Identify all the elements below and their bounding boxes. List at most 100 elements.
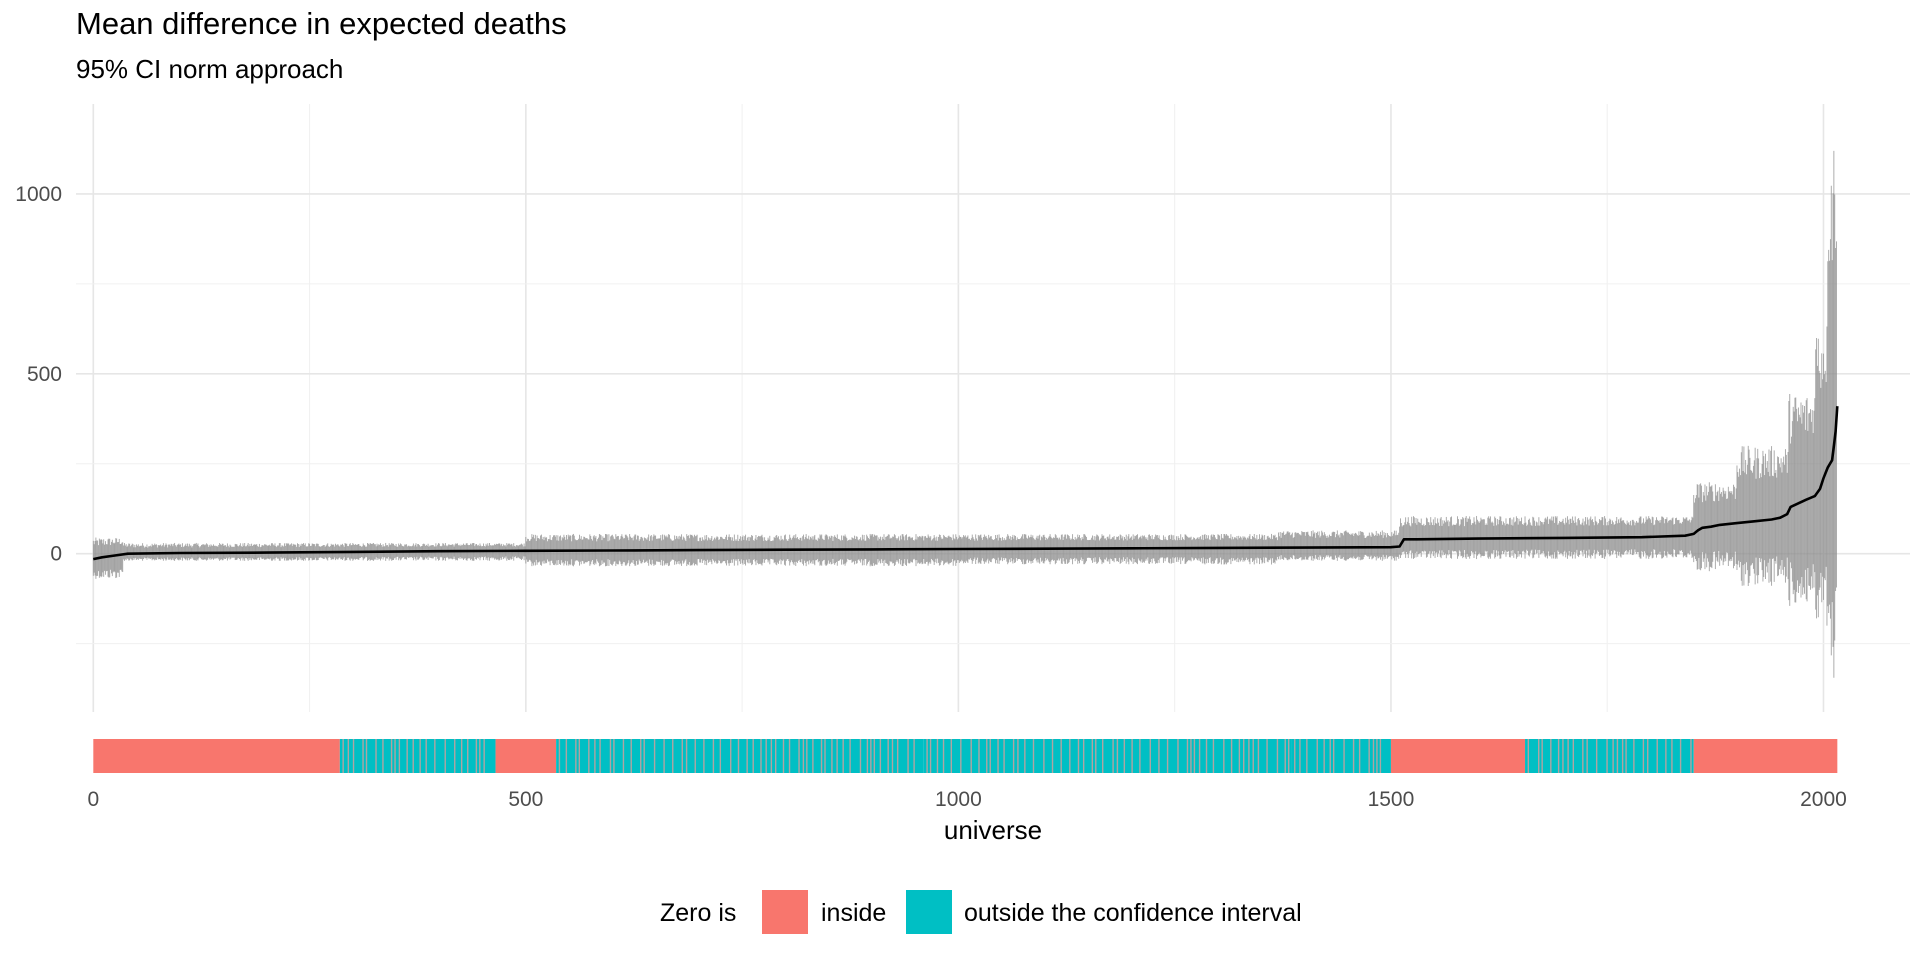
strip-mix-line — [1190, 739, 1192, 773]
strip-mix-line — [1043, 739, 1045, 773]
strip-mix-line — [950, 739, 953, 773]
strip-mix-line — [896, 739, 899, 773]
strip-mix-line — [798, 739, 800, 773]
strip-mix-line — [1572, 739, 1575, 773]
strip-mix-line — [681, 739, 683, 773]
strip-mix-line — [575, 739, 577, 773]
strip-mix-line — [907, 739, 909, 773]
strip-mix-line — [1287, 739, 1290, 773]
strip-mix-line — [774, 739, 777, 773]
strip-mix-line — [663, 739, 665, 773]
strip-mix-line — [1679, 739, 1682, 773]
strip-mix-line — [1205, 739, 1208, 773]
strip-mix-line — [1294, 739, 1296, 773]
strip-mix-line — [812, 739, 814, 773]
strip-segment — [495, 739, 557, 773]
zero-status-strip — [93, 739, 1838, 773]
strip-segment — [923, 739, 1292, 773]
strip-mix-line — [1212, 739, 1215, 773]
strip-mix-line — [765, 739, 767, 773]
strip-mix-line — [1550, 739, 1552, 773]
strip-mix-line — [870, 739, 872, 773]
strip-mix-line — [1238, 739, 1241, 773]
strip-mix-line — [879, 739, 882, 773]
strip-mix-line — [737, 739, 740, 773]
strip-mix-line — [752, 739, 754, 773]
strip-mix-line — [760, 739, 762, 773]
strip-mix-line — [1252, 739, 1254, 773]
strip-mix-line — [960, 739, 962, 773]
strip-mix-line — [1123, 739, 1126, 773]
strip-mix-line — [849, 739, 851, 773]
strip-mix-line — [390, 739, 393, 773]
strip-mix-line — [1112, 739, 1114, 773]
strip-mix-line — [1557, 739, 1560, 773]
strip-mix-line — [1582, 739, 1584, 773]
strip-mix-line — [1095, 739, 1097, 773]
strip-mix-line — [1541, 739, 1543, 773]
strip-mix-line — [375, 739, 377, 773]
strip-mix-line — [997, 739, 999, 773]
strip-mix-line — [479, 739, 481, 773]
strip-segment — [1291, 739, 1391, 773]
strip-mix-line — [398, 739, 401, 773]
y-tick-label: 0 — [50, 543, 62, 566]
strip-mix-line — [406, 739, 408, 773]
strip-mix-line — [609, 739, 612, 773]
strip-mix-line — [630, 739, 632, 773]
strip-segment — [339, 739, 496, 773]
strip-mix-line — [1276, 739, 1279, 773]
strip-mix-line — [820, 739, 823, 773]
strip-mix-line — [1116, 739, 1119, 773]
strip-mix-line — [362, 739, 364, 773]
strip-mix-line — [1567, 739, 1569, 773]
strip-mix-line — [1186, 739, 1189, 773]
legend-label-inside: inside — [821, 899, 886, 927]
strip-mix-line — [1012, 739, 1015, 773]
strip-mix-line — [788, 739, 791, 773]
strip-mix-line — [419, 739, 421, 773]
strip-mix-line — [1024, 739, 1026, 773]
strip-mix-line — [454, 739, 456, 773]
strip-mix-line — [1248, 739, 1250, 773]
strip-mix-line — [1642, 739, 1645, 773]
strip-mix-line — [1017, 739, 1019, 773]
strip-mix-line — [1665, 739, 1667, 773]
strip-mix-line — [1647, 739, 1649, 773]
axis-tick-labels: 0 500 1000 1500 2000 0 500 1000 — [15, 183, 1847, 811]
y-tick-label: 1000 — [15, 183, 62, 206]
strip-mix-line — [1051, 739, 1054, 773]
strip-mix-line — [394, 739, 396, 773]
strip-mix-line — [434, 739, 436, 773]
strip-mix-line — [694, 739, 696, 773]
strip-mix-line — [1316, 739, 1318, 773]
strip-segment — [1693, 739, 1838, 773]
strip-mix-line — [578, 739, 581, 773]
strip-mix-line — [622, 739, 625, 773]
strip-mix-line — [425, 739, 427, 773]
strip-mix-line — [1032, 739, 1035, 773]
strip-mix-line — [1332, 739, 1335, 773]
strip-mix-line — [824, 739, 826, 773]
x-tick-label: 1500 — [1368, 788, 1415, 811]
strip-mix-line — [1606, 739, 1608, 773]
strip-mix-line — [1595, 739, 1598, 773]
strip-mix-line — [1612, 739, 1614, 773]
strip-mix-line — [1003, 739, 1005, 773]
strip-mix-line — [613, 739, 615, 773]
strip-mix-line — [746, 739, 748, 773]
legend-key-outside — [906, 890, 952, 934]
strip-mix-line — [936, 739, 939, 773]
strip-mix-line — [1368, 739, 1370, 773]
strip-mix-line — [599, 739, 601, 773]
legend: Zero is inside outside the confidence in… — [660, 890, 1302, 934]
strip-mix-line — [1633, 739, 1635, 773]
strip-mix-line — [806, 739, 808, 773]
strip-mix-line — [929, 739, 932, 773]
x-tick-label: 1000 — [935, 788, 982, 811]
strip-mix-line — [672, 739, 674, 773]
strip-mix-line — [1616, 739, 1619, 773]
strip-mix-line — [1358, 739, 1361, 773]
x-tick-label: 2000 — [1800, 788, 1847, 811]
strip-mix-line — [986, 739, 988, 773]
